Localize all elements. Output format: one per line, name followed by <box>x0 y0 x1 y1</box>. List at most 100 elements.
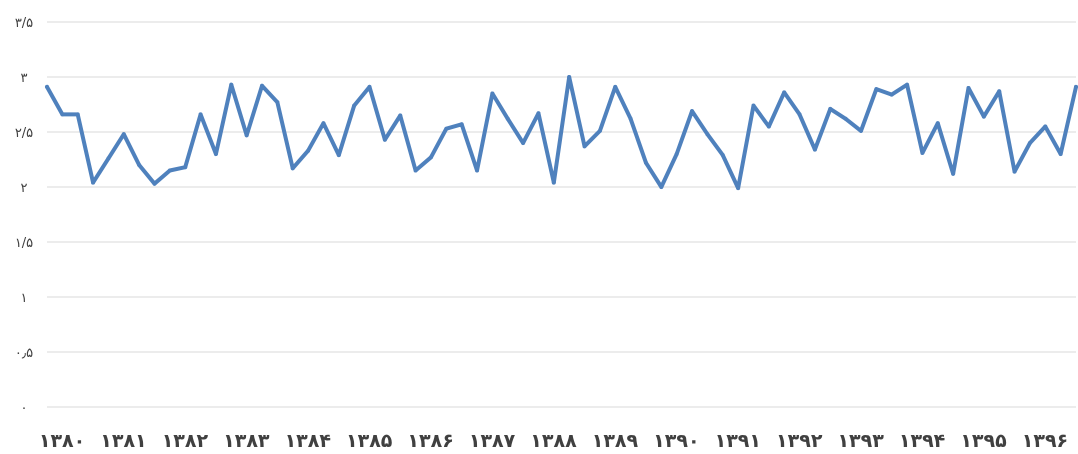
data-point <box>60 112 65 117</box>
data-point <box>797 112 802 117</box>
data-point <box>981 114 986 119</box>
x-tick-label: ۱۳۹۴ <box>899 430 945 452</box>
x-tick-label: ۱۳۸۷ <box>469 430 516 452</box>
data-point <box>475 168 480 173</box>
data-point <box>843 116 848 121</box>
data-point <box>521 141 526 145</box>
data-point <box>45 84 49 89</box>
data-point <box>782 90 787 95</box>
data-point <box>183 165 188 170</box>
x-tick-label: ۱۳۸۸ <box>530 430 577 452</box>
x-tick-label: ۱۳۹۰ <box>653 430 699 452</box>
series-layer <box>45 75 1078 191</box>
x-tick-label: ۱۳۹۲ <box>776 430 823 452</box>
y-tick-label: ۲/۵ <box>15 126 33 141</box>
data-point <box>1043 124 1048 129</box>
data-point <box>413 168 418 173</box>
data-point <box>91 180 96 185</box>
data-point <box>428 155 433 160</box>
data-point <box>1027 141 1032 145</box>
data-point <box>275 100 280 105</box>
data-point <box>167 168 172 173</box>
x-tick-label: ۱۳۸۶ <box>407 430 453 452</box>
data-point <box>1012 169 1017 174</box>
x-tick-label: ۱۳۸۲ <box>162 430 209 452</box>
data-point <box>705 132 710 137</box>
data-point <box>674 152 679 156</box>
data-point <box>597 128 602 133</box>
data-point <box>567 75 572 79</box>
data-point <box>490 91 495 96</box>
data-point <box>306 148 311 153</box>
y-tick-label: ۳ <box>21 71 28 86</box>
x-tick-label: ۱۳۹۶ <box>1022 430 1068 452</box>
y-tick-label: ۱ <box>21 291 28 306</box>
data-point <box>643 160 648 165</box>
x-axis-ticks: ۱۳۸۰ ۱۳۸۱ ۱۳۸۲ ۱۳۸۳ ۱۳۸۴ ۱۳۸۵ ۱۳۸۶ ۱۳۸۷ ۱۳۸۸ ۱۳۸۹… <box>39 430 1068 452</box>
x-tick-label: ۱۳۹۵ <box>960 430 1007 452</box>
data-point <box>1058 152 1063 156</box>
data-point <box>106 156 111 161</box>
gridlines <box>47 21 1076 408</box>
data-point <box>736 186 741 191</box>
data-point <box>766 124 771 129</box>
y-axis-ticks: ۰ ۰٫۵ ۱ ۱/۵ ۲ ۲/۵ ۳ ۳/۵ <box>15 16 33 416</box>
data-point <box>828 106 833 111</box>
y-tick-label: ۰٫۵ <box>15 346 33 361</box>
y-tick-label: ۰ <box>21 401 28 416</box>
data-point <box>751 103 756 108</box>
data-point <box>290 166 295 171</box>
y-tick-label: ۱/۵ <box>15 236 33 251</box>
data-point <box>613 84 618 89</box>
data-point <box>505 116 510 121</box>
x-tick-label: ۱۳۹۳ <box>837 430 884 452</box>
x-tick-label: ۱۳۸۳ <box>223 430 270 452</box>
x-tick-label: ۱۳۸۱ <box>100 430 146 452</box>
data-point <box>336 153 341 158</box>
data-point <box>920 150 925 155</box>
data-point <box>720 153 725 158</box>
y-tick-label: ۳/۵ <box>15 16 33 31</box>
data-point <box>198 112 203 117</box>
data-point <box>244 133 249 138</box>
point-layer <box>45 75 1078 191</box>
data-point <box>459 122 464 127</box>
data-point <box>121 132 126 137</box>
data-point <box>858 128 863 133</box>
data-point <box>951 171 956 176</box>
x-tick-label: ۱۳۸۹ <box>592 430 639 452</box>
data-point <box>229 82 234 87</box>
data-point <box>536 111 541 116</box>
data-point <box>152 181 157 186</box>
x-tick-label: ۱۳۸۴ <box>285 430 331 452</box>
data-point <box>137 163 142 167</box>
data-point <box>628 116 633 121</box>
x-tick-label: ۱۳۹۱ <box>715 430 761 452</box>
data-point <box>260 83 265 88</box>
data-point <box>382 137 387 142</box>
data-point <box>582 144 587 149</box>
data-point <box>352 103 357 108</box>
data-point <box>690 109 695 114</box>
data-point <box>905 82 910 87</box>
data-point <box>398 113 403 118</box>
data-point <box>75 112 80 117</box>
data-point <box>213 152 218 156</box>
data-point <box>997 89 1002 94</box>
data-point <box>659 185 664 189</box>
series-line <box>45 75 1078 191</box>
y-tick-label: ۲ <box>21 181 28 196</box>
data-point <box>812 147 817 152</box>
data-point <box>321 121 326 126</box>
data-point <box>966 86 971 90</box>
data-point <box>874 87 879 92</box>
data-point <box>889 92 894 97</box>
data-point <box>444 126 449 131</box>
data-point <box>367 84 372 89</box>
data-point <box>935 121 940 126</box>
x-tick-label: ۱۳۸۰ <box>39 430 85 452</box>
data-point <box>551 180 556 185</box>
x-tick-label: ۱۳۸۵ <box>346 430 393 452</box>
data-point <box>1074 84 1078 89</box>
